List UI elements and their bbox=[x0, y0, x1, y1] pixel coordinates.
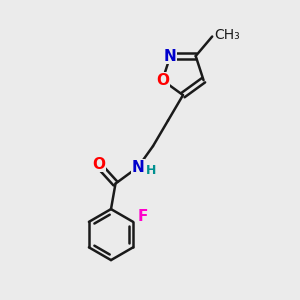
Text: O: O bbox=[92, 157, 106, 172]
Text: H: H bbox=[146, 164, 156, 177]
Text: F: F bbox=[138, 209, 148, 224]
Text: N: N bbox=[164, 49, 177, 64]
Text: O: O bbox=[156, 73, 169, 88]
Text: CH₃: CH₃ bbox=[214, 28, 240, 42]
Text: N: N bbox=[132, 160, 144, 175]
